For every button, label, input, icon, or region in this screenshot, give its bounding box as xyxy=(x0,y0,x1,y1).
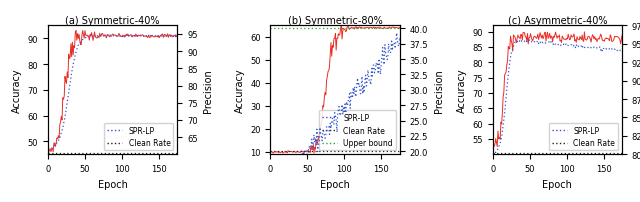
Title: (b) Symmetric-80%: (b) Symmetric-80% xyxy=(287,16,383,25)
Title: (a) Symmetric-40%: (a) Symmetric-40% xyxy=(65,16,160,25)
Y-axis label: Precision: Precision xyxy=(204,69,213,112)
X-axis label: Epoch: Epoch xyxy=(98,179,127,189)
Legend: SPR-LP, Clean Rate: SPR-LP, Clean Rate xyxy=(549,123,618,151)
Y-axis label: Accuracy: Accuracy xyxy=(12,68,22,113)
Y-axis label: Accuracy: Accuracy xyxy=(234,68,244,113)
Y-axis label: Accuracy: Accuracy xyxy=(457,68,467,113)
Y-axis label: Precision: Precision xyxy=(433,69,444,112)
Title: (c) Asymmetric-40%: (c) Asymmetric-40% xyxy=(508,16,607,25)
X-axis label: Epoch: Epoch xyxy=(320,179,350,189)
X-axis label: Epoch: Epoch xyxy=(543,179,572,189)
Legend: SPR-LP, Clean Rate: SPR-LP, Clean Rate xyxy=(104,123,173,151)
Legend: SPR-LP, Clean Rate, Upper bound: SPR-LP, Clean Rate, Upper bound xyxy=(319,110,396,151)
